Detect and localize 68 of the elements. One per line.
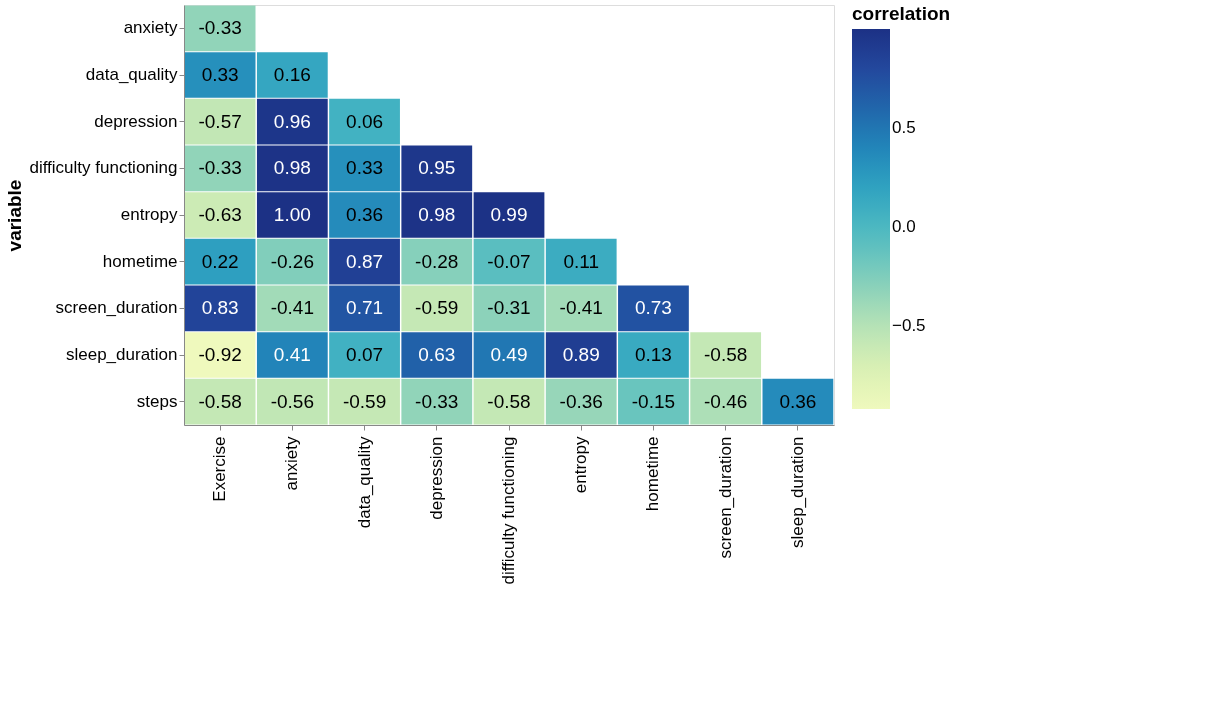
data-label: -0.28 <box>415 250 459 272</box>
y-tick-label: anxiety <box>123 18 178 38</box>
data-label: 0.73 <box>634 297 672 319</box>
data-label: 0.11 <box>563 250 600 272</box>
data-label: -0.58 <box>198 390 242 412</box>
data-label: 0.98 <box>273 157 311 179</box>
data-label: -0.15 <box>631 390 676 412</box>
data-label: 0.99 <box>490 204 528 225</box>
x-tick-label: Exercise <box>210 436 230 502</box>
data-label: -0.63 <box>198 204 242 225</box>
data-label: 0.33 <box>201 64 239 85</box>
x-tick-label: screen_duration <box>715 436 735 559</box>
color-bar-label: −0.5 <box>892 315 926 335</box>
y-tick-label: entropy <box>120 205 178 224</box>
y-tick-label: steps <box>136 391 178 411</box>
data-label: -0.56 <box>270 390 314 412</box>
data-label: -0.57 <box>198 110 242 132</box>
x-tick-label: hometime <box>643 436 663 512</box>
color-bar-label: 0.5 <box>892 117 916 137</box>
data-label: 0.13 <box>634 344 672 365</box>
data-label: 0.07 <box>346 344 384 365</box>
data-label: -0.59 <box>415 297 459 319</box>
data-label: 0.83 <box>201 297 239 319</box>
data-label: 0.87 <box>346 250 384 272</box>
y-tick-label: sleep_duration <box>65 345 178 364</box>
data-label: 0.95 <box>418 157 456 179</box>
data-label: 0.89 <box>562 344 600 365</box>
y-tick-label: depression <box>94 111 178 131</box>
data-label: 0.41 <box>273 344 311 365</box>
y-tick-label: difficulty functioning <box>29 158 178 178</box>
x-tick-label: data_quality <box>354 436 374 529</box>
data-label: 0.06 <box>346 110 384 132</box>
data-label: -0.58 <box>487 390 531 412</box>
data-label: 0.33 <box>346 157 384 179</box>
data-label: -0.26 <box>270 250 314 272</box>
data-label: -0.36 <box>559 390 603 412</box>
y-axis-title: variable <box>4 179 26 252</box>
data-label: 0.36 <box>779 390 817 412</box>
data-label: 0.71 <box>346 297 384 319</box>
data-label: -0.07 <box>487 250 531 272</box>
x-tick-label: entropy <box>571 436 591 494</box>
data-label: -0.33 <box>198 17 242 39</box>
data-label: -0.92 <box>198 344 242 365</box>
data-label: -0.31 <box>487 297 531 319</box>
data-label: -0.41 <box>270 297 314 319</box>
x-tick-label: anxiety <box>282 436 302 491</box>
y-tick-label: data_quality <box>85 65 178 84</box>
y-tick-label: hometime <box>102 251 178 271</box>
data-label: -0.41 <box>559 297 603 319</box>
data-label: 0.96 <box>273 110 311 132</box>
data-label: 0.63 <box>418 344 456 365</box>
data-label: -0.59 <box>342 390 387 412</box>
data-label: -0.46 <box>704 390 748 412</box>
data-label: 0.98 <box>418 204 456 225</box>
data-label: -0.33 <box>198 157 242 179</box>
data-label: -0.33 <box>415 390 459 412</box>
x-tick-label: sleep_duration <box>787 436 807 549</box>
x-tick-label: difficulty functioning <box>499 436 518 585</box>
data-label: 1.00 <box>273 204 311 225</box>
color-bar-label: 0.0 <box>892 216 916 236</box>
y-tick-label: screen_duration <box>55 298 178 318</box>
data-label: 0.16 <box>273 64 311 85</box>
data-label: -0.58 <box>704 344 748 365</box>
data-label: 0.36 <box>346 204 384 225</box>
data-label: 0.22 <box>201 250 239 272</box>
data-label: 0.49 <box>490 344 528 365</box>
legend-title: correlation <box>852 3 951 24</box>
x-tick-label: depression <box>426 436 446 520</box>
